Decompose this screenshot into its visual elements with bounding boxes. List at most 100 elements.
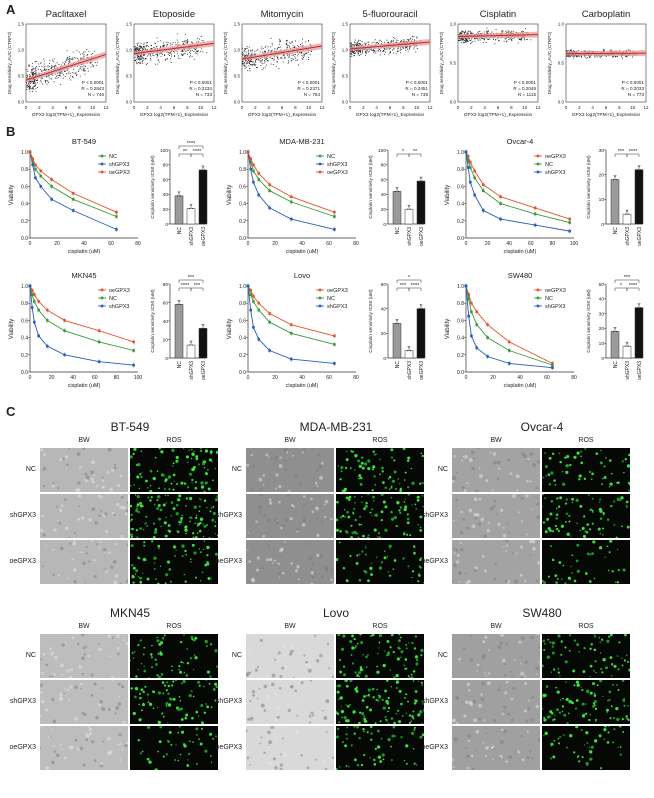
- microscopy-title: SW480: [522, 606, 562, 620]
- scatter-point: [464, 33, 465, 35]
- x-axis-label: GPX3 log2(TPM+1)_Expression: [32, 112, 101, 118]
- bar: [622, 213, 632, 225]
- scatter-point: [182, 50, 183, 52]
- scatter-point: [145, 45, 147, 47]
- scatter-point: [290, 47, 291, 49]
- scatter-point: [413, 46, 415, 48]
- scatter-point: [521, 38, 523, 40]
- scatter-point: [253, 63, 255, 65]
- scatter-point: [32, 79, 34, 81]
- y-tick-label: 0.8: [457, 167, 464, 173]
- scatter-point: [167, 53, 169, 55]
- scatter-point: [612, 56, 614, 58]
- scatter-point: [27, 84, 28, 86]
- scatter-point: [302, 44, 304, 46]
- scatter-point: [287, 62, 289, 64]
- scatter-point: [141, 49, 143, 51]
- x-tick-label: 8: [510, 105, 513, 110]
- scatter-point: [82, 53, 84, 55]
- scatter-point: [150, 45, 152, 46]
- scatter-point: [358, 50, 360, 52]
- x-tick-label: 20: [272, 241, 278, 247]
- scatter-point: [45, 76, 47, 78]
- scatter-point: [458, 38, 459, 39]
- scatter-point: [392, 49, 393, 51]
- panel-label-a: A: [6, 2, 16, 17]
- scatter-point: [570, 49, 572, 51]
- scatter-point: [288, 57, 290, 58]
- y-tick-label: 1.5: [18, 22, 25, 27]
- scatter-point: [248, 60, 250, 61]
- scatter-point: [140, 43, 142, 45]
- scatter-point: [40, 80, 42, 82]
- scatter-point: [585, 50, 587, 52]
- scatter-point: [273, 59, 275, 61]
- scatter-point: [412, 38, 413, 40]
- scatter-point: [628, 49, 629, 51]
- scatter-point: [92, 66, 94, 68]
- microscopy-panel: BT-549 BW ROS NC shGPX3 oeGPX3: [10, 420, 220, 600]
- scatter-point: [83, 64, 85, 66]
- scatter-point: [287, 54, 289, 56]
- y-tick-label: 0.4: [457, 202, 464, 208]
- ros-fluorescence-image: [542, 494, 630, 538]
- scatter-point: [79, 75, 81, 77]
- brightfield-image: [452, 494, 540, 538]
- scatter-point: [153, 55, 155, 57]
- scatter-point: [29, 91, 31, 93]
- scatter-point: [181, 55, 183, 56]
- scatter-point: [254, 60, 256, 61]
- legend-label: oeGPX3: [327, 288, 348, 294]
- scatter-point: [292, 44, 294, 46]
- scatter-point: [33, 81, 35, 83]
- scatter-point: [271, 58, 273, 59]
- scatter-point: [599, 57, 601, 59]
- scatter-point: [135, 46, 137, 48]
- x-tick-label: 6: [281, 105, 284, 110]
- scatter-point: [358, 51, 360, 53]
- scatter-point: [381, 41, 382, 43]
- y-tick-label: 40: [599, 297, 605, 303]
- scatter-point: [245, 51, 247, 53]
- y-axis-label: Viability: [227, 319, 233, 340]
- scatter-point: [201, 48, 203, 50]
- y-tick-label: 40: [381, 306, 387, 312]
- scatter-title: Carboplatin: [582, 9, 631, 20]
- scatter-point: [297, 52, 298, 54]
- scatter-point: [26, 74, 28, 76]
- scatter-point: [76, 74, 78, 75]
- scatter-point: [389, 52, 391, 53]
- scatter-point: [43, 58, 45, 60]
- column-header-bw: BW: [78, 623, 90, 630]
- x-tick-label: 10: [198, 105, 204, 110]
- scatter-point: [143, 42, 145, 44]
- scatter-stat: P < 0.0001: [298, 80, 321, 85]
- scatter-point: [31, 70, 33, 71]
- scatter-point: [298, 64, 299, 66]
- legend-label: oeGPX3: [109, 288, 130, 294]
- scatter-point: [86, 49, 88, 50]
- scatter-point: [264, 60, 265, 61]
- scatter-point: [164, 55, 165, 56]
- scatter-point: [33, 79, 35, 81]
- x-tick-label: 0: [29, 241, 32, 247]
- scatter-point: [493, 39, 494, 40]
- ros-fluorescence-image: [542, 680, 630, 724]
- row-label: oeGPX3: [9, 744, 36, 751]
- scatter-point: [181, 50, 183, 51]
- scatter-point: [354, 50, 356, 52]
- scatter-point: [464, 40, 466, 41]
- scatter-point: [49, 66, 51, 68]
- scatter-point: [199, 38, 200, 40]
- scatter-point: [202, 40, 204, 42]
- y-tick-label: 0.0: [457, 236, 464, 242]
- scatter-point: [32, 72, 34, 73]
- x-tick-label: 12: [643, 105, 649, 110]
- scatter-point: [244, 68, 246, 69]
- scatter-point: [70, 79, 72, 81]
- scatter-point: [89, 62, 91, 64]
- scatter-point: [409, 48, 410, 50]
- x-axis-label: cisplatin (uM): [68, 383, 101, 389]
- scatter-point: [142, 57, 143, 59]
- scatter-point: [458, 40, 459, 41]
